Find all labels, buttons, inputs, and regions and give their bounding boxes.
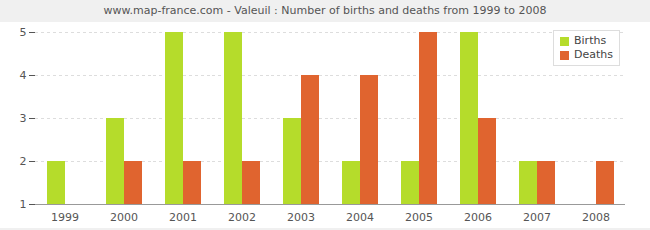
svg-text:3: 3 (20, 112, 27, 125)
svg-text:1: 1 (20, 198, 27, 211)
svg-text:2004: 2004 (346, 211, 374, 224)
svg-text:2008: 2008 (582, 211, 610, 224)
svg-text:2007: 2007 (523, 211, 551, 224)
html-text:Deaths: Deaths (574, 48, 613, 61)
svg-text:5: 5 (20, 26, 27, 39)
svg-text:2001: 2001 (169, 211, 197, 224)
svg-text:2005: 2005 (405, 211, 433, 224)
html-text:www.map-france.com - Valeuil :: www.map-france.com - Valeuil : Number of… (103, 4, 547, 17)
html-text:Births: Births (574, 34, 607, 47)
svg-text:2: 2 (20, 155, 27, 168)
svg-text:2000: 2000 (110, 211, 138, 224)
svg-text:2003: 2003 (287, 211, 315, 224)
svg-text:4: 4 (20, 69, 27, 82)
svg-text:2006: 2006 (464, 211, 492, 224)
svg-text:1999: 1999 (51, 211, 79, 224)
svg-text:2002: 2002 (228, 211, 256, 224)
